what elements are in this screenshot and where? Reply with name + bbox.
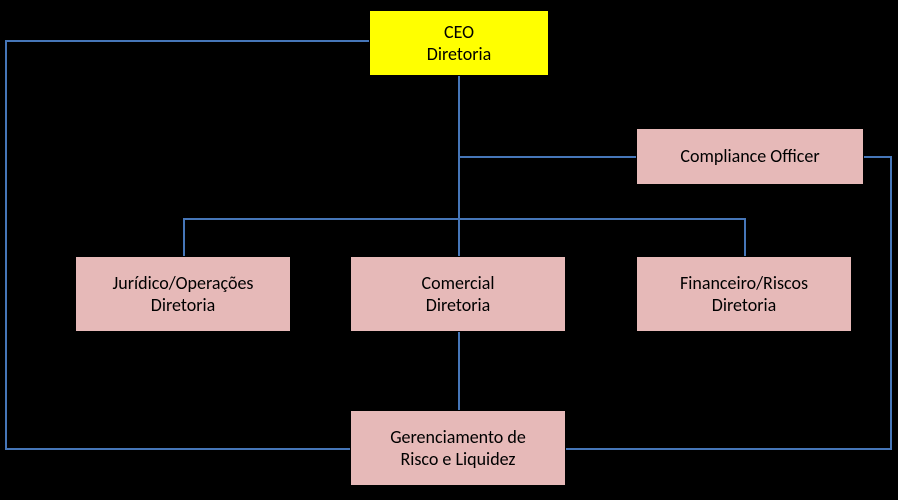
node-ceo: CEO Diretoria bbox=[369, 10, 549, 76]
node-juridico-operacoes: Jurídico/Operações Diretoria bbox=[75, 256, 291, 332]
node-comercial-line1: Comercial bbox=[422, 272, 495, 295]
node-comercial: Comercial Diretoria bbox=[350, 256, 566, 332]
edge-ceo-left-top bbox=[5, 40, 369, 42]
node-juridico-line2: Diretoria bbox=[151, 294, 215, 317]
edge-ceo-left-vertical bbox=[5, 40, 7, 448]
node-compliance-officer: Compliance Officer bbox=[636, 128, 864, 185]
node-comercial-line2: Diretoria bbox=[426, 294, 490, 317]
node-ceo-line1: CEO bbox=[444, 21, 474, 44]
edge-to-compliance bbox=[458, 156, 636, 158]
org-chart-canvas: CEO Diretoria Compliance Officer Jurídic… bbox=[0, 0, 898, 500]
edge-compliance-right-bottom bbox=[566, 448, 892, 450]
edge-ceo-left-bottom bbox=[5, 448, 350, 450]
edge-tier-bus bbox=[183, 218, 744, 220]
edge-ceo-vertical bbox=[458, 76, 460, 256]
node-compliance-line1: Compliance Officer bbox=[680, 145, 819, 168]
node-ceo-line2: Diretoria bbox=[427, 43, 491, 66]
edge-compliance-right-vertical bbox=[890, 156, 892, 448]
node-financeiro-riscos: Financeiro/Riscos Diretoria bbox=[636, 256, 852, 332]
node-gerenciamento-line1: Gerenciamento de bbox=[390, 426, 526, 449]
node-gerenciamento-line2: Risco e Liquidez bbox=[400, 448, 515, 471]
node-financeiro-line2: Diretoria bbox=[712, 294, 776, 317]
node-juridico-line1: Jurídico/Operações bbox=[113, 272, 254, 295]
edge-to-financeiro bbox=[744, 218, 746, 256]
node-financeiro-line1: Financeiro/Riscos bbox=[680, 272, 808, 295]
edge-compliance-right-top bbox=[864, 156, 890, 158]
edge-comercial-to-gerenciamento bbox=[458, 332, 460, 410]
node-gerenciamento-risco-liquidez: Gerenciamento de Risco e Liquidez bbox=[350, 410, 566, 486]
edge-to-juridico bbox=[183, 218, 185, 256]
